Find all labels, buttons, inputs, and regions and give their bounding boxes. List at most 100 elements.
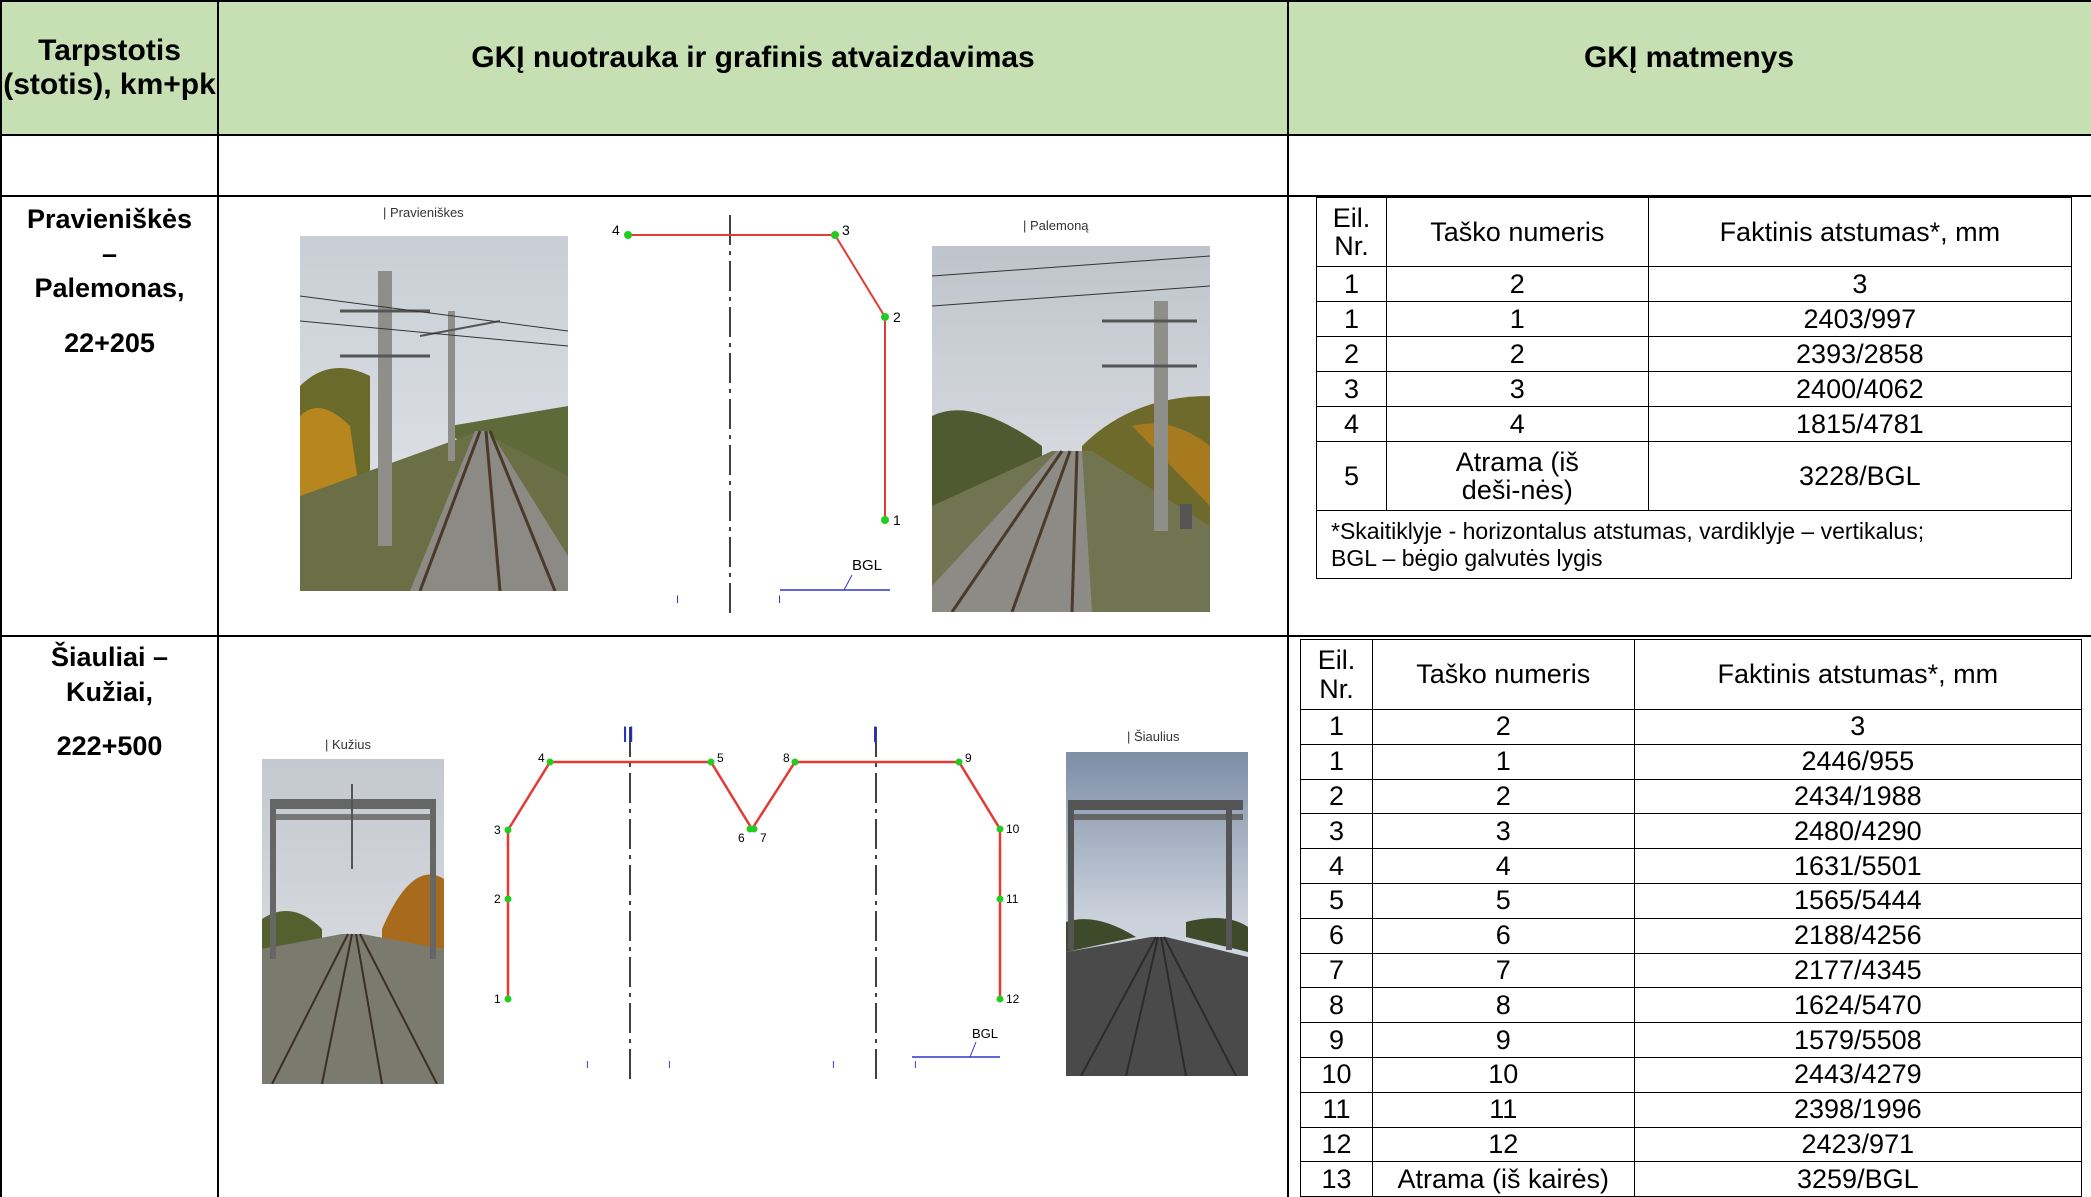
table-cell: 1: [1300, 743, 1373, 780]
location-km: 22+205: [64, 327, 155, 358]
table-cell: 2: [1385, 336, 1649, 372]
clearance-diagram: 4 3 2 1 BGL I I: [612, 215, 901, 615]
table-cell: 10: [1371, 1056, 1635, 1093]
railway-photo: [262, 759, 444, 1084]
table-header: Taško numeris: [1371, 639, 1635, 710]
table-cell: 2403/997: [1647, 301, 2073, 337]
table-cell: Atrama (iš deši-nės): [1385, 441, 1649, 511]
table-cell: 5: [1300, 882, 1373, 919]
note-line: *Skaitiklyje - horizontalus atstumas, va…: [1331, 518, 1925, 545]
point-label: 4: [612, 222, 620, 238]
svg-text:I: I: [778, 594, 781, 606]
photo-caption: | Palemoną: [1023, 218, 1089, 233]
grid-line: [0, 195, 2091, 197]
table-header: Eil. Nr.: [1300, 639, 1373, 710]
table-cell: 1579/5508: [1633, 1022, 2083, 1058]
table-cell: 4: [1371, 848, 1635, 884]
table-cell: 1565/5444: [1633, 882, 2083, 919]
point-label: 7: [760, 831, 767, 845]
table-cell: 4: [1300, 848, 1373, 884]
section2-location: Šiauliai – Kužiai, 222+500: [2, 640, 217, 764]
location-line: Palemonas,: [34, 273, 185, 304]
table-cell: 12: [1371, 1126, 1635, 1163]
table-cell: 3: [1385, 371, 1649, 407]
table-cell: 2446/955: [1633, 743, 2083, 780]
dimensions-table: Eil. Nr. Taško numeris Faktinis atstumas…: [1300, 639, 2083, 1197]
header-location-column: Tarpstotis (stotis), km+pk: [3, 33, 216, 102]
table-cell: 1: [1316, 301, 1387, 337]
table-cell: 2398/1996: [1633, 1091, 2083, 1128]
table-row: 7 7 2177/4345: [1300, 952, 2083, 989]
point-label: 2: [893, 309, 901, 325]
table-row: 5 Atrama (iš deši-nės) 3228/BGL: [1316, 441, 2073, 511]
table-row: 12 12 2423/971: [1300, 1126, 2083, 1163]
table-row: 9 9 1579/5508: [1300, 1022, 2083, 1058]
location-line: Pravieniškės: [26, 204, 193, 234]
table-cell: 2443/4279: [1633, 1056, 2083, 1093]
header-row: [0, 0, 2091, 135]
table-cell: Atrama (iš kairės): [1371, 1161, 1635, 1197]
table-cell: 4: [1316, 406, 1387, 442]
location-line: Šiauliai –: [50, 642, 169, 672]
point-label: 12: [1006, 992, 1020, 1006]
railway-photo: [300, 236, 568, 591]
table-cell: 3: [1647, 266, 2073, 302]
table-cell: 2188/4256: [1633, 917, 2083, 954]
table-cell: 13: [1300, 1161, 1373, 1197]
grid-line: [0, 635, 2091, 637]
bgl-label: BGL: [852, 557, 882, 574]
table-cell: 2434/1988: [1633, 778, 2083, 815]
track-label: I: [872, 722, 878, 747]
table-row: 8 8 1624/5470: [1300, 987, 2083, 1024]
table-cell: 2: [1371, 709, 1635, 745]
table-row: 3 3 2400/4062: [1316, 371, 2073, 407]
dimensions-table: Eil. Nr. Taško numeris Faktinis atstumas…: [1316, 197, 2073, 579]
grid-line: [217, 0, 219, 1197]
point-label: 5: [717, 751, 724, 765]
table-cell: 2: [1316, 336, 1387, 372]
table-cell: 2480/4290: [1633, 813, 2083, 850]
table-cell: 12: [1300, 1126, 1373, 1163]
table-cell: 6: [1371, 917, 1635, 954]
photo-caption: | Pravieniškes: [383, 205, 464, 220]
table-cell: 1815/4781: [1647, 406, 2073, 442]
table-cell: 3: [1316, 371, 1387, 407]
grid-line: [0, 134, 2091, 136]
table-cell: 6: [1300, 917, 1373, 954]
point-label: 11: [1006, 892, 1019, 906]
table-row: 1 1 2446/955: [1300, 743, 2083, 780]
table-row: 13 Atrama (iš kairės) 3259/BGL: [1300, 1161, 2083, 1197]
point-label: 10: [1006, 822, 1020, 836]
grid-line: [0, 0, 2091, 2]
table-cell: 8: [1300, 987, 1373, 1024]
table-row: 4 4 1815/4781: [1316, 406, 2073, 442]
table-row: 2 2 2393/2858: [1316, 336, 2073, 372]
table-cell: 11: [1371, 1091, 1635, 1128]
point-label: 9: [965, 751, 972, 765]
point-label: 2: [494, 892, 501, 906]
table-cell: 2: [1300, 778, 1373, 815]
table-cell: 3228/BGL: [1647, 441, 2073, 511]
table-cell: 1: [1300, 709, 1373, 745]
table-cell: 9: [1300, 1022, 1373, 1058]
table-cell: 2423/971: [1633, 1126, 2083, 1163]
svg-text:I: I: [676, 594, 679, 606]
point-label: 8: [783, 751, 790, 765]
table-row: 3 3 2480/4290: [1300, 813, 2083, 850]
table-cell: 8: [1371, 987, 1635, 1024]
location-line: Kužiai,: [65, 676, 153, 707]
table-cell: 5: [1371, 882, 1635, 919]
section1-location: Pravieniškės – Palemonas, 22+205: [2, 202, 217, 360]
point-label: 1: [893, 512, 901, 528]
point-label: 4: [538, 751, 545, 765]
table-cell: 11: [1300, 1091, 1373, 1128]
svg-text:I: I: [914, 1060, 917, 1071]
grid-line: [0, 0, 2, 1197]
bgl-label: BGL: [972, 1026, 998, 1041]
table-cell: 2393/2858: [1647, 336, 2073, 372]
table-row: 10 10 2443/4279: [1300, 1056, 2083, 1093]
table-header: Faktinis atstumas*, mm: [1633, 639, 2083, 710]
table-header: Faktinis atstumas*, mm: [1647, 197, 2073, 267]
location-line: –: [101, 238, 118, 269]
